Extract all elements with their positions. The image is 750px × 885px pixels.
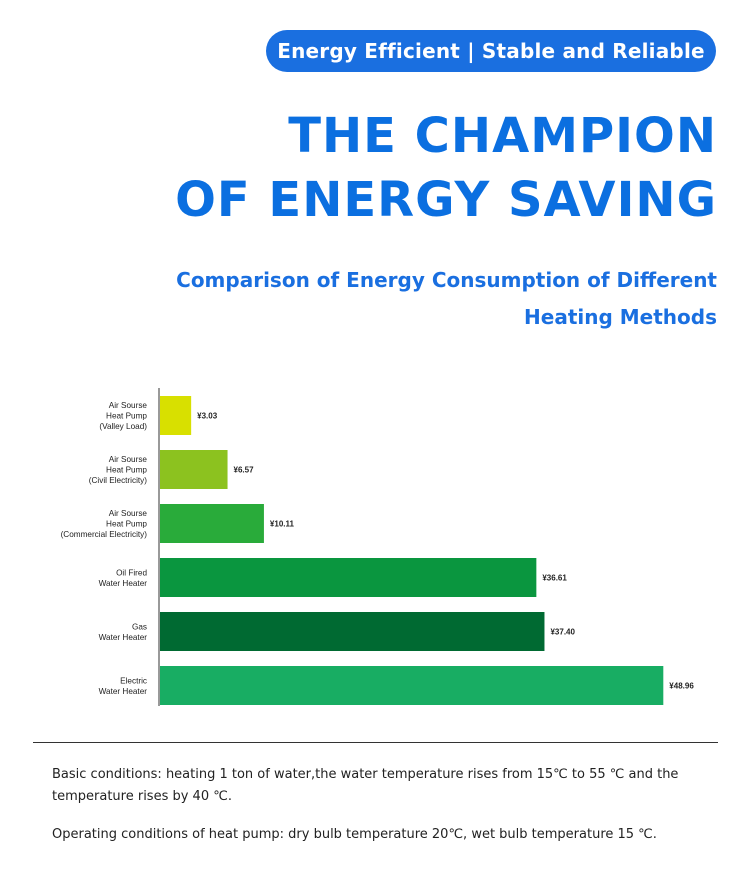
heat-pump-conditions-text: Operating conditions of heat pump: dry b… [52,827,657,842]
value-label: ¥48.96 [669,682,694,691]
value-label: ¥10.11 [270,520,295,529]
chart-subtitle-line-2: Heating Methods [524,305,717,329]
category-label: Air Sourse Heat Pump (Civil Electricity) [89,455,148,485]
divider [33,742,718,743]
energy-comparison-chart: ¥3.03 Air Sourse Heat Pump (Valley Load) ¥6.… [61,388,694,706]
category-label: Electric Water Heater [99,676,148,696]
category-label: Air Sourse Heat Pump (Valley Load) [99,401,147,431]
basic-conditions-text: Basic conditions: heating 1 ton of water… [52,767,679,804]
bar [160,504,264,543]
category-label: Air Sourse Heat Pump (Commercial Electrici… [61,509,148,539]
value-label: ¥3.03 [197,412,218,421]
tagline-badge: Energy Efficient | Stable and Reliable [266,30,716,72]
value-label: ¥6.57 [234,466,255,475]
bar [160,558,537,597]
bar [160,612,545,651]
category-label: Gas Water Heater [99,622,148,642]
value-label: ¥37.40 [550,628,575,637]
bar [160,666,664,705]
headline-line-2: OF ENERGY SAVING [175,172,717,228]
headline-line-1: THE CHAMPION [288,108,717,164]
category-label: Oil Fired Water Heater [99,568,148,588]
value-label: ¥36.61 [542,574,567,583]
bar [160,450,228,489]
bar [160,396,192,435]
chart-subtitle-line-1: Comparison of Energy Consumption of Diff… [176,268,717,292]
